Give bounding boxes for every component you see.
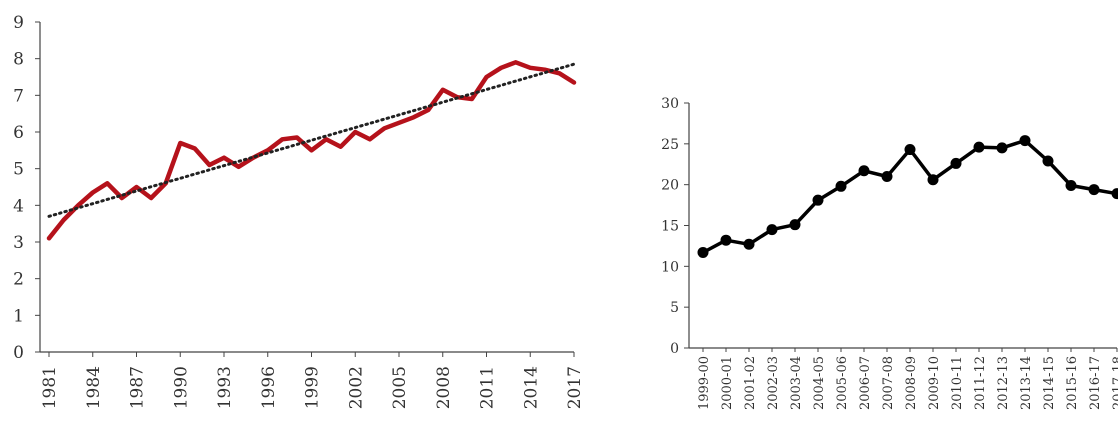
right-data-point xyxy=(973,141,985,153)
left-y-tick-label: 6 xyxy=(13,123,24,143)
right-x-tick-label: 2004-05 xyxy=(812,356,827,410)
left-x-tick-label: 1996 xyxy=(259,366,279,409)
right-x-tick-label: 2008-09 xyxy=(904,356,919,410)
right-x-tick-label: 2007-08 xyxy=(881,356,896,410)
right-data-point xyxy=(789,219,801,231)
right-x-tick-label: 2015-16 xyxy=(1065,356,1080,410)
right-x-tick-label: 2010-11 xyxy=(950,356,965,410)
left-x-tick-label: 2014 xyxy=(521,366,541,409)
right-data-point xyxy=(697,246,709,258)
right-data-point xyxy=(835,180,847,192)
right-x-tick-label: 2009-10 xyxy=(927,356,942,410)
left-y-tick-label: 2 xyxy=(13,270,24,290)
right-data-point xyxy=(858,165,870,177)
right-series-line xyxy=(702,138,1118,255)
left-y-tick-label: 7 xyxy=(13,86,24,106)
left-y-tick-label: 4 xyxy=(13,196,24,216)
right-data-point xyxy=(812,194,824,206)
right-y-tick-label: 20 xyxy=(661,178,679,194)
right-data-point xyxy=(950,157,962,169)
right-y-tick-label: 15 xyxy=(661,219,679,235)
right-data-point xyxy=(881,171,893,182)
right-line-chart: 0 5 10 15 20 25 30 1999-00 2000-01 2001-02 2002-03… xyxy=(661,96,1118,410)
right-x-tick-label: 2001-02 xyxy=(743,356,758,410)
right-y-tick-label: 5 xyxy=(670,300,679,316)
right-data-point xyxy=(766,224,778,236)
right-data-point xyxy=(927,174,939,186)
left-line-chart: 0 1 2 3 4 5 6 7 8 9 1981 1984 1987 1990 1993 1996 1999 20… xyxy=(13,13,585,409)
right-x-tick-label: 2003-04 xyxy=(789,356,804,410)
right-data-point xyxy=(904,144,916,156)
right-x-tick-label: 2014-15 xyxy=(1042,356,1057,410)
left-red-series-line xyxy=(46,60,577,241)
left-y-tick-label: 8 xyxy=(13,50,24,70)
right-x-tick-label: 2016-17 xyxy=(1088,356,1103,410)
right-x-tick-label: 2012-13 xyxy=(996,356,1011,410)
right-x-tick-label: 2006-07 xyxy=(858,356,873,410)
left-x-tick-label: 1987 xyxy=(128,366,148,409)
left-x-tick-label: 2002 xyxy=(346,366,366,409)
right-x-tick-label: 2005-06 xyxy=(835,356,850,410)
left-y-tick-label: 0 xyxy=(13,343,24,363)
left-x-tick-label: 1999 xyxy=(303,366,323,409)
right-y-tick-label: 0 xyxy=(670,341,679,357)
right-x-tick-label: 1999-00 xyxy=(697,356,712,410)
right-y-tick-label: 25 xyxy=(661,137,679,153)
left-x-tick-label: 1993 xyxy=(215,366,235,409)
right-x-tick-label: 2000-01 xyxy=(720,356,735,410)
right-data-point xyxy=(1042,155,1054,167)
right-data-point xyxy=(1111,188,1118,200)
right-x-tick-label: 2017-18 xyxy=(1111,356,1118,410)
left-x-tick-label: 1981 xyxy=(40,366,60,409)
left-x-tick-label: 2011 xyxy=(478,366,498,409)
left-y-tick-label: 1 xyxy=(13,306,24,326)
right-data-point xyxy=(1019,135,1031,147)
right-data-point xyxy=(743,238,755,250)
left-x-tick-label: 1990 xyxy=(171,366,191,409)
left-x-tick-label: 2005 xyxy=(390,366,410,409)
right-y-tick-label: 10 xyxy=(661,259,679,275)
left-y-tick-label: 9 xyxy=(13,13,24,33)
right-x-tick-label: 2011-12 xyxy=(973,356,988,410)
left-x-tick-label: 1984 xyxy=(84,366,104,409)
right-data-point xyxy=(1088,184,1100,196)
right-x-tick-label: 2002-03 xyxy=(766,356,781,410)
right-x-tick-label: 2013-14 xyxy=(1019,356,1034,410)
right-y-tick-label: 30 xyxy=(661,96,679,112)
left-y-tick-label: 3 xyxy=(13,233,24,253)
right-data-point xyxy=(720,234,732,246)
right-data-point xyxy=(1065,179,1077,191)
left-trend-line xyxy=(47,62,576,218)
left-x-tick-label: 2008 xyxy=(434,366,454,409)
left-x-tick-label: 2017 xyxy=(565,366,585,409)
right-data-point xyxy=(996,142,1008,154)
left-y-tick-label: 5 xyxy=(13,160,24,180)
